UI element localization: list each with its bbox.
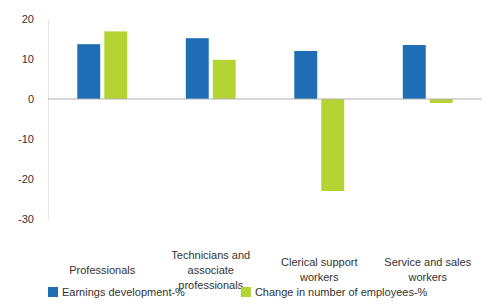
legend-swatch [241,287,251,297]
legend-label: Earnings development-% [62,286,185,298]
x-tick: Technicians andassociateprofessionals [171,219,250,291]
y-tick: 10 [22,53,48,65]
bars [77,31,452,191]
y-tick-label: -30 [18,213,34,225]
y-tick: -20 [18,173,48,185]
legend-item: Earnings development-% [48,286,185,298]
bar [213,60,236,99]
x-tick-label: Service and salesworkers [384,256,471,283]
y-axis: -30 -20 -10 0 10 20 [18,13,48,225]
bar [294,51,317,99]
y-axis-line [48,20,49,220]
y-tick-label: -10 [18,133,34,145]
y-tick-label: 10 [22,53,34,65]
y-tick-label: 20 [22,13,34,25]
y-tick: 20 [22,13,48,25]
y-tick-label: 0 [28,93,34,105]
x-axis: Professionals Technicians andassociatepro… [69,219,471,291]
bar [186,38,209,99]
bar [77,44,100,99]
chart: -30 -20 -10 0 10 20 Professionals Technicians a… [0,0,492,305]
y-tick: -10 [18,133,48,145]
legend-label: Change in number of employees-% [255,286,428,298]
x-tick-label: Professionals [69,264,136,276]
plot: -30 -20 -10 0 10 20 Professionals Technicians a… [18,13,482,291]
bar [403,45,426,99]
x-tick: Professionals [69,219,136,276]
y-tick: -30 [18,213,48,225]
y-tick: 0 [28,93,48,105]
legend: Earnings development-% Change in number o… [48,286,428,298]
bar [321,99,344,191]
x-tick: Clerical supportworkers [281,219,357,283]
legend-item: Change in number of employees-% [241,286,428,298]
x-tick-label: Clerical supportworkers [281,256,357,283]
bar [104,31,127,99]
x-tick: Service and salesworkers [384,219,471,283]
bar [430,99,453,103]
x-tick-label: Technicians andassociateprofessionals [171,249,250,291]
series [77,38,425,99]
series [104,31,452,191]
legend-swatch [48,287,58,297]
y-tick-label: -20 [18,173,34,185]
zero-line [48,99,482,100]
